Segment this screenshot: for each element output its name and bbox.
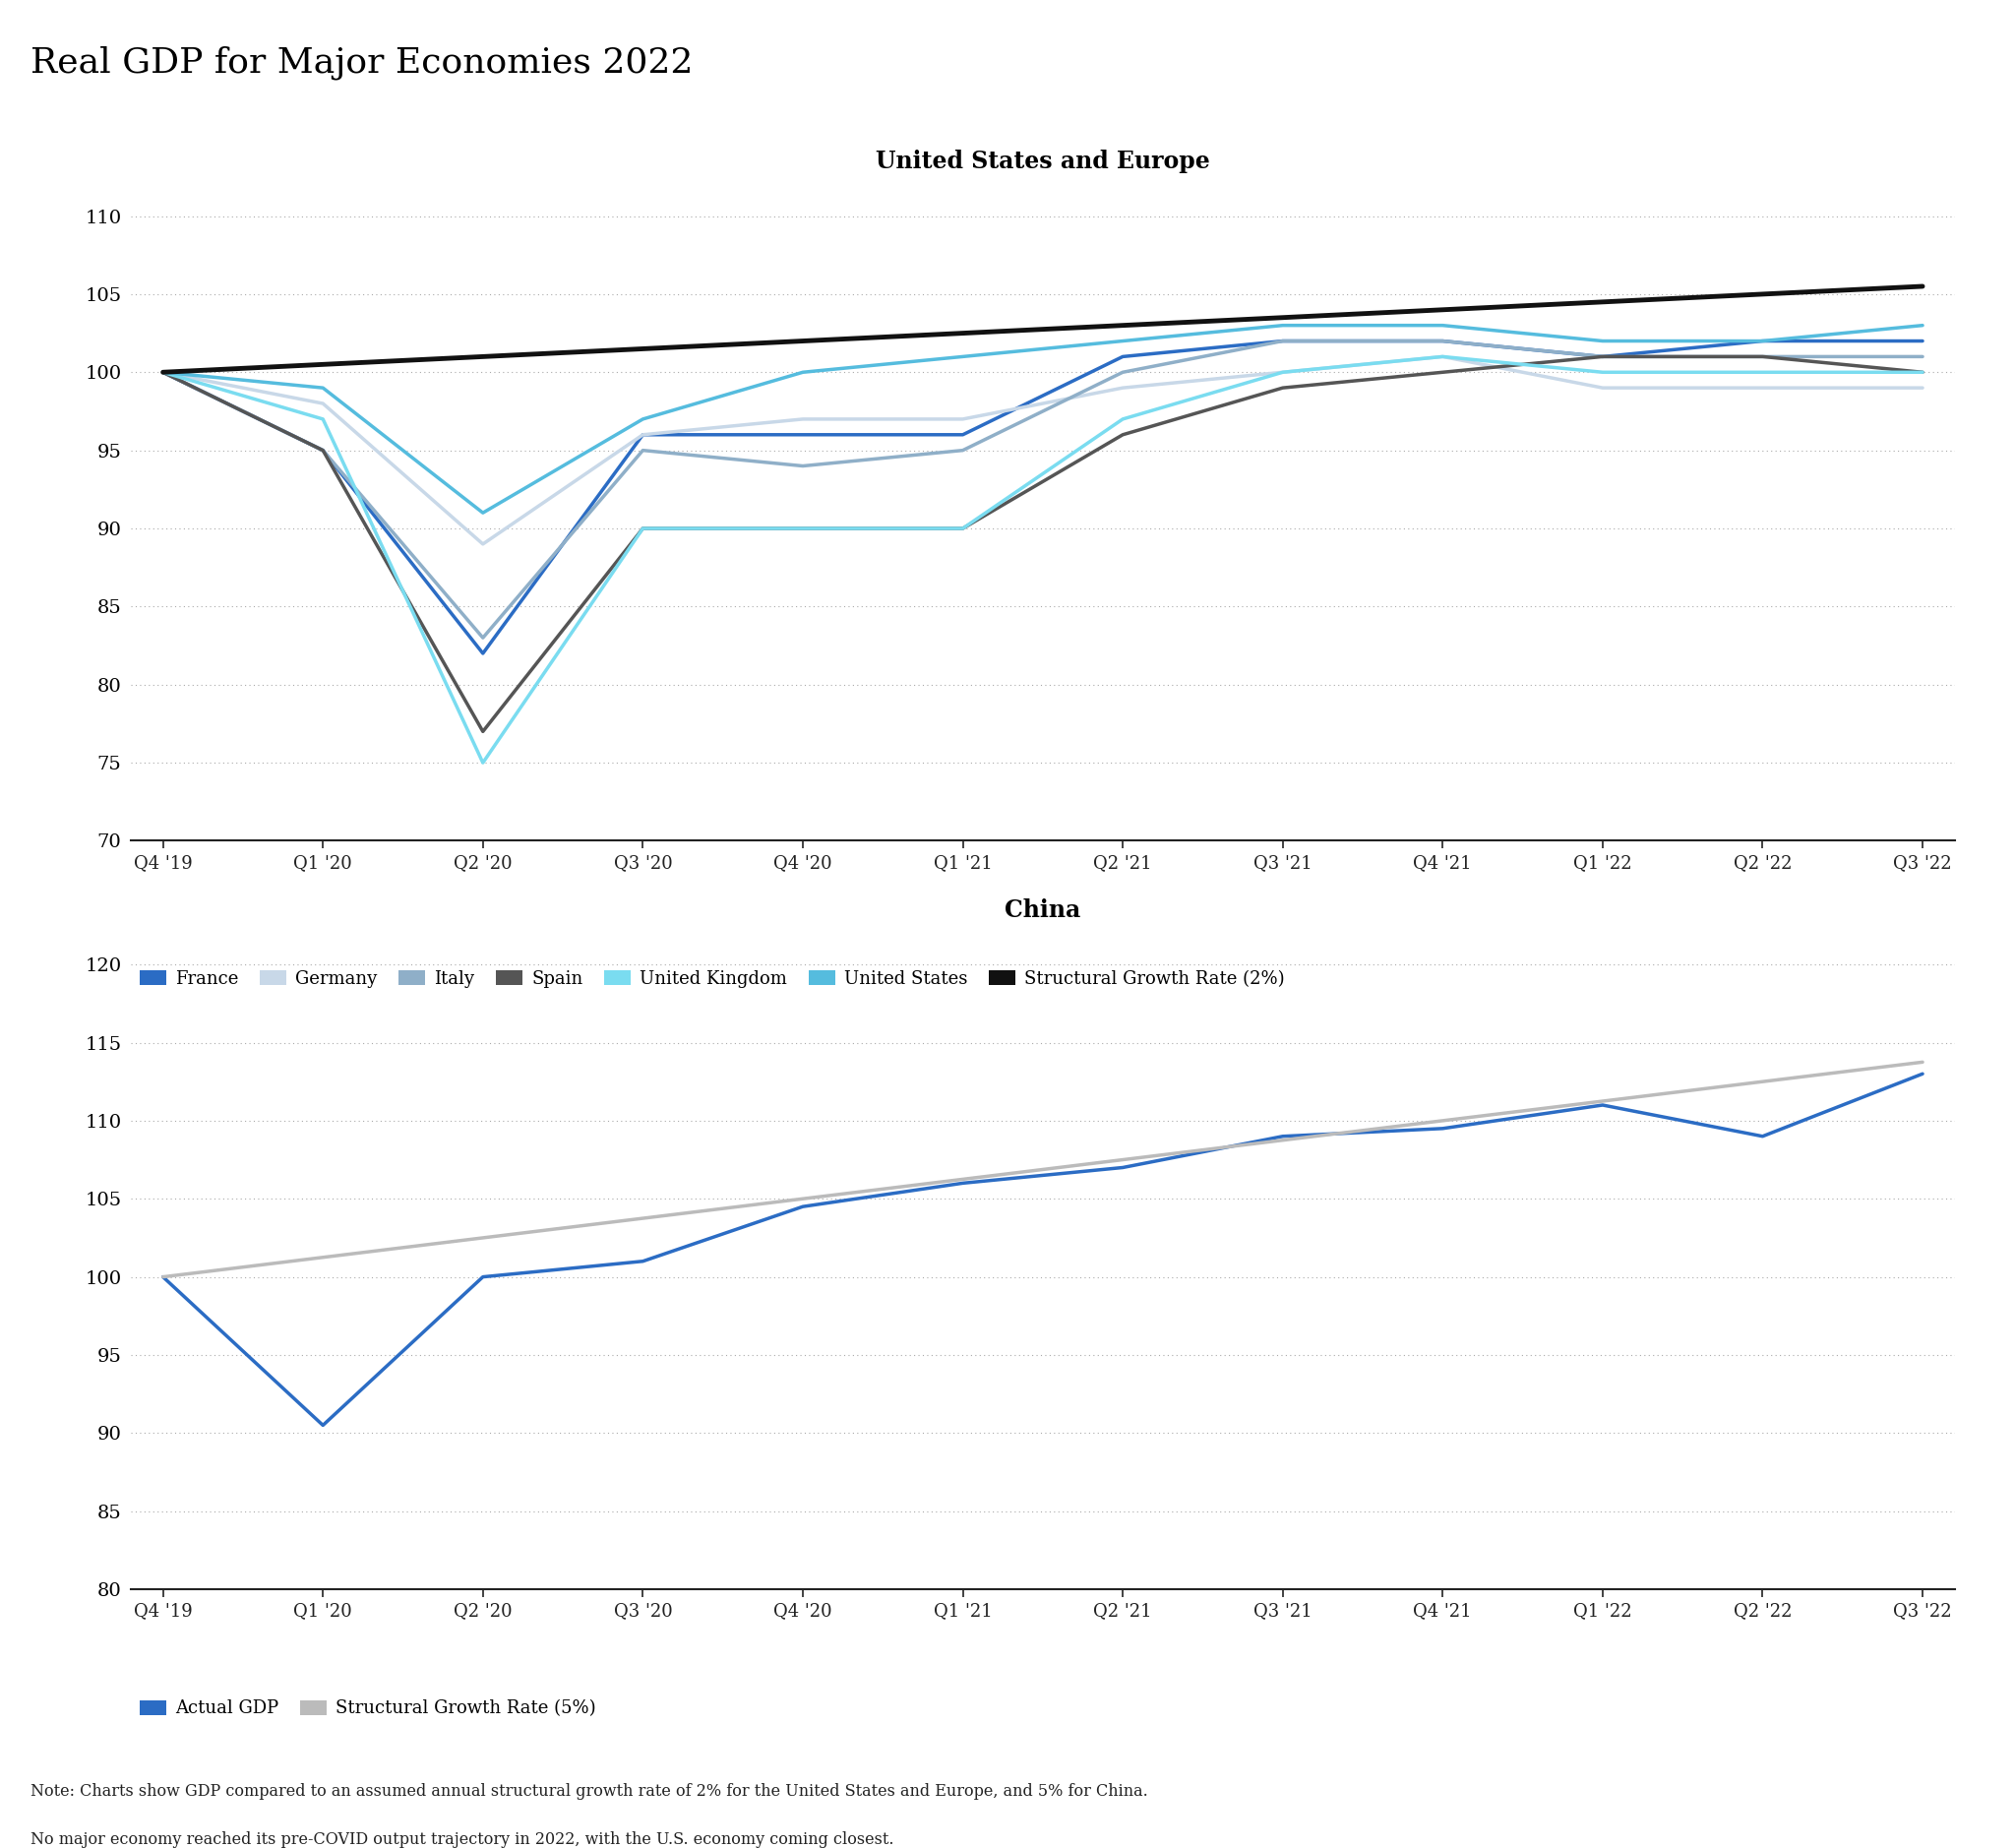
Text: Real GDP for Major Economies 2022: Real GDP for Major Economies 2022 — [30, 46, 693, 79]
Text: Note: Charts show GDP compared to an assumed annual structural growth rate of 2%: Note: Charts show GDP compared to an ass… — [30, 1783, 1149, 1800]
Legend: France, Germany, Italy, Spain, United Kingdom, United States, Structural Growth : France, Germany, Italy, Spain, United Ki… — [139, 970, 1286, 987]
Title: United States and Europe: United States and Europe — [877, 150, 1209, 174]
Legend: Actual GDP, Structural Growth Rate (5%): Actual GDP, Structural Growth Rate (5%) — [139, 1700, 596, 1717]
Title: China: China — [1005, 898, 1080, 922]
Text: No major economy reached its pre-COVID output trajectory in 2022, with the U.S. : No major economy reached its pre-COVID o… — [30, 1831, 893, 1848]
